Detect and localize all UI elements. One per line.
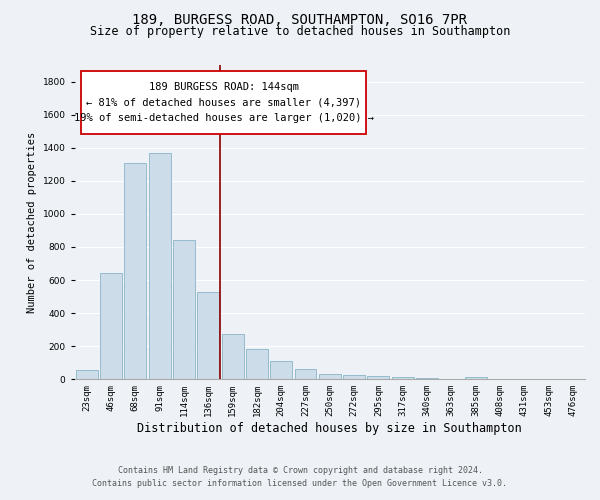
Y-axis label: Number of detached properties: Number of detached properties	[27, 132, 37, 313]
Bar	[416, 378, 438, 380]
Bar	[392, 378, 413, 380]
Text: 189, BURGESS ROAD, SOUTHAMPTON, SO16 7PR: 189, BURGESS ROAD, SOUTHAMPTON, SO16 7PR	[133, 12, 467, 26]
Bar	[197, 292, 219, 380]
Bar	[100, 274, 122, 380]
Bar	[295, 368, 316, 380]
Text: Contains HM Land Registry data © Crown copyright and database right 2024.
Contai: Contains HM Land Registry data © Crown c…	[92, 466, 508, 487]
Bar	[173, 240, 195, 380]
Text: Size of property relative to detached houses in Southampton: Size of property relative to detached ho…	[90, 25, 510, 38]
Bar	[76, 370, 98, 380]
X-axis label: Distribution of detached houses by size in Southampton: Distribution of detached houses by size …	[137, 422, 522, 435]
Bar	[124, 164, 146, 380]
Bar	[367, 376, 389, 380]
Bar	[270, 361, 292, 380]
Text: 189 BURGESS ROAD: 144sqm
← 81% of detached houses are smaller (4,397)
19% of sem: 189 BURGESS ROAD: 144sqm ← 81% of detach…	[74, 82, 373, 124]
Bar	[246, 348, 268, 380]
Bar	[319, 374, 341, 380]
Bar	[440, 378, 462, 380]
Bar	[343, 375, 365, 380]
Bar	[221, 334, 244, 380]
Bar	[464, 377, 487, 380]
Bar	[149, 152, 170, 380]
